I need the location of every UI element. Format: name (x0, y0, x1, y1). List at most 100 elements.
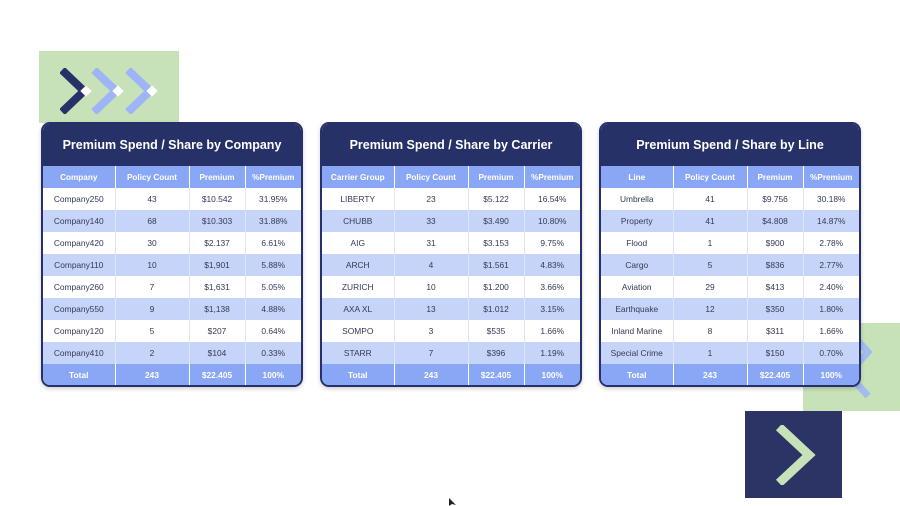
table-cell: SOMPO (342, 326, 374, 336)
line-premium-table-card: Premium Spend / Share by Line Line Polic… (599, 122, 861, 387)
table-cell: 7 (393, 342, 468, 364)
table-cell: Company140 (53, 216, 104, 226)
table-cell: 33 (393, 210, 468, 232)
total-cell: $22.405 (467, 364, 524, 385)
table-cell: 30 (114, 232, 189, 254)
table-cell: 31 (393, 232, 468, 254)
total-cell: 243 (114, 364, 189, 385)
table-cell: $1.200 (467, 276, 524, 298)
chevron-right-icon (60, 68, 158, 114)
table-cell: 31.88% (244, 210, 301, 232)
table-cell: CHUBB (343, 216, 373, 226)
table-cell: $207 (188, 320, 245, 342)
table-cell: 30.18% (802, 188, 859, 210)
table-row: Aviation 29 $413 2.40% (601, 276, 859, 298)
table-cell: Earthquake (615, 304, 659, 314)
table-cell: 8 (672, 320, 747, 342)
company-premium-table: Company Policy Count Premium %Premium Co… (43, 166, 301, 385)
table-cell: 16.54% (523, 188, 580, 210)
table-cell: $350 (746, 298, 803, 320)
table-cell: 2.40% (802, 276, 859, 298)
table-cell: 1.19% (523, 342, 580, 364)
table-cell: 0.33% (244, 342, 301, 364)
column-header: Policy Count (672, 166, 747, 188)
table-row: ARCH 4 $1.561 4.83% (322, 254, 580, 276)
table-cell: Company260 (53, 282, 104, 292)
table-cell: $1,901 (188, 254, 245, 276)
table-cell: 14.87% (802, 210, 859, 232)
table-cell: Umbrella (619, 194, 654, 204)
table-cell: 1.66% (802, 320, 859, 342)
table-cell: $1,631 (188, 276, 245, 298)
total-cell: 243 (393, 364, 468, 385)
table-cell: 9.75% (523, 232, 580, 254)
column-header: Premium (746, 166, 803, 188)
table-cell: LIBERTY (340, 194, 376, 204)
table-cell: $1.561 (467, 254, 524, 276)
table-cell: 13 (393, 298, 468, 320)
table-cell: $413 (746, 276, 803, 298)
line-premium-table: Line Policy Count Premium %Premium Umbre… (601, 166, 859, 385)
table-cell: 2.78% (802, 232, 859, 254)
table-cell: Cargo (625, 260, 649, 270)
table-cell: 41 (672, 210, 747, 232)
table-cell: 10.80% (523, 210, 580, 232)
table-cell: 3.15% (523, 298, 580, 320)
column-header: %Premium (523, 166, 580, 188)
table-header-row: Line Policy Count Premium %Premium (601, 166, 859, 188)
total-cell: Total (627, 370, 647, 380)
table-row: Earthquake 12 $350 1.80% (601, 298, 859, 320)
cursor-icon (449, 498, 456, 506)
table-row: SOMPO 3 $535 1.66% (322, 320, 580, 342)
table-cell: Aviation (621, 282, 652, 292)
table-cell: 1.80% (802, 298, 859, 320)
table-cell: $5.122 (467, 188, 524, 210)
table-cell: $1.012 (467, 298, 524, 320)
table-cell: Company250 (53, 194, 104, 204)
column-header: Policy Count (114, 166, 189, 188)
table-row: Company250 43 $10.542 31.95% (43, 188, 301, 210)
table-cell: 3 (393, 320, 468, 342)
table-cell: Inland Marine (611, 326, 663, 336)
table-cell: 1.66% (523, 320, 580, 342)
table-cell: $396 (467, 342, 524, 364)
column-header: Premium (467, 166, 524, 188)
table-cell: Company420 (53, 238, 104, 248)
table-cell: STARR (343, 348, 372, 358)
table-cell: $10.542 (188, 188, 245, 210)
table-cell: Property (620, 216, 653, 226)
chevron-right-icon (775, 425, 816, 485)
table-cell: AIG (350, 238, 365, 248)
table-cell: AXA XL (343, 304, 373, 314)
table-cell: 4.88% (244, 298, 301, 320)
column-header: Premium (188, 166, 245, 188)
table-cell: ZURICH (341, 282, 374, 292)
table-row: Company410 2 $104 0.33% (43, 342, 301, 364)
table-total-row: Total 243 $22.405 100% (43, 364, 301, 385)
table-total-row: Total 243 $22.405 100% (601, 364, 859, 385)
table-cell: 5.88% (244, 254, 301, 276)
table-cell: 5 (114, 320, 189, 342)
table-cell: $2.137 (188, 232, 245, 254)
table-title: Premium Spend / Share by Carrier (322, 124, 580, 166)
table-cell: 12 (672, 298, 747, 320)
table-cell: $535 (467, 320, 524, 342)
table-cell: Company120 (53, 326, 104, 336)
table-row: Special Crime 1 $150 0.70% (601, 342, 859, 364)
table-cell: $4.808 (746, 210, 803, 232)
table-cell: 68 (114, 210, 189, 232)
table-cell: 4 (393, 254, 468, 276)
table-row: Umbrella 41 $9.756 30.18% (601, 188, 859, 210)
total-cell: 100% (523, 364, 580, 385)
table-header-row: Carrier Group Policy Count Premium %Prem… (322, 166, 580, 188)
carrier-premium-table-card: Premium Spend / Share by Carrier Carrier… (320, 122, 582, 387)
table-row: AIG 31 $3.153 9.75% (322, 232, 580, 254)
column-header: Company (60, 172, 98, 182)
table-row: Inland Marine 8 $311 1.66% (601, 320, 859, 342)
table-cell: Special Crime (610, 348, 663, 358)
table-cell: 6.61% (244, 232, 301, 254)
table-row: Company140 68 $10.303 31.88% (43, 210, 301, 232)
table-row: LIBERTY 23 $5.122 16.54% (322, 188, 580, 210)
table-cell: 31.95% (244, 188, 301, 210)
company-premium-table-card: Premium Spend / Share by Company Company… (41, 122, 303, 387)
